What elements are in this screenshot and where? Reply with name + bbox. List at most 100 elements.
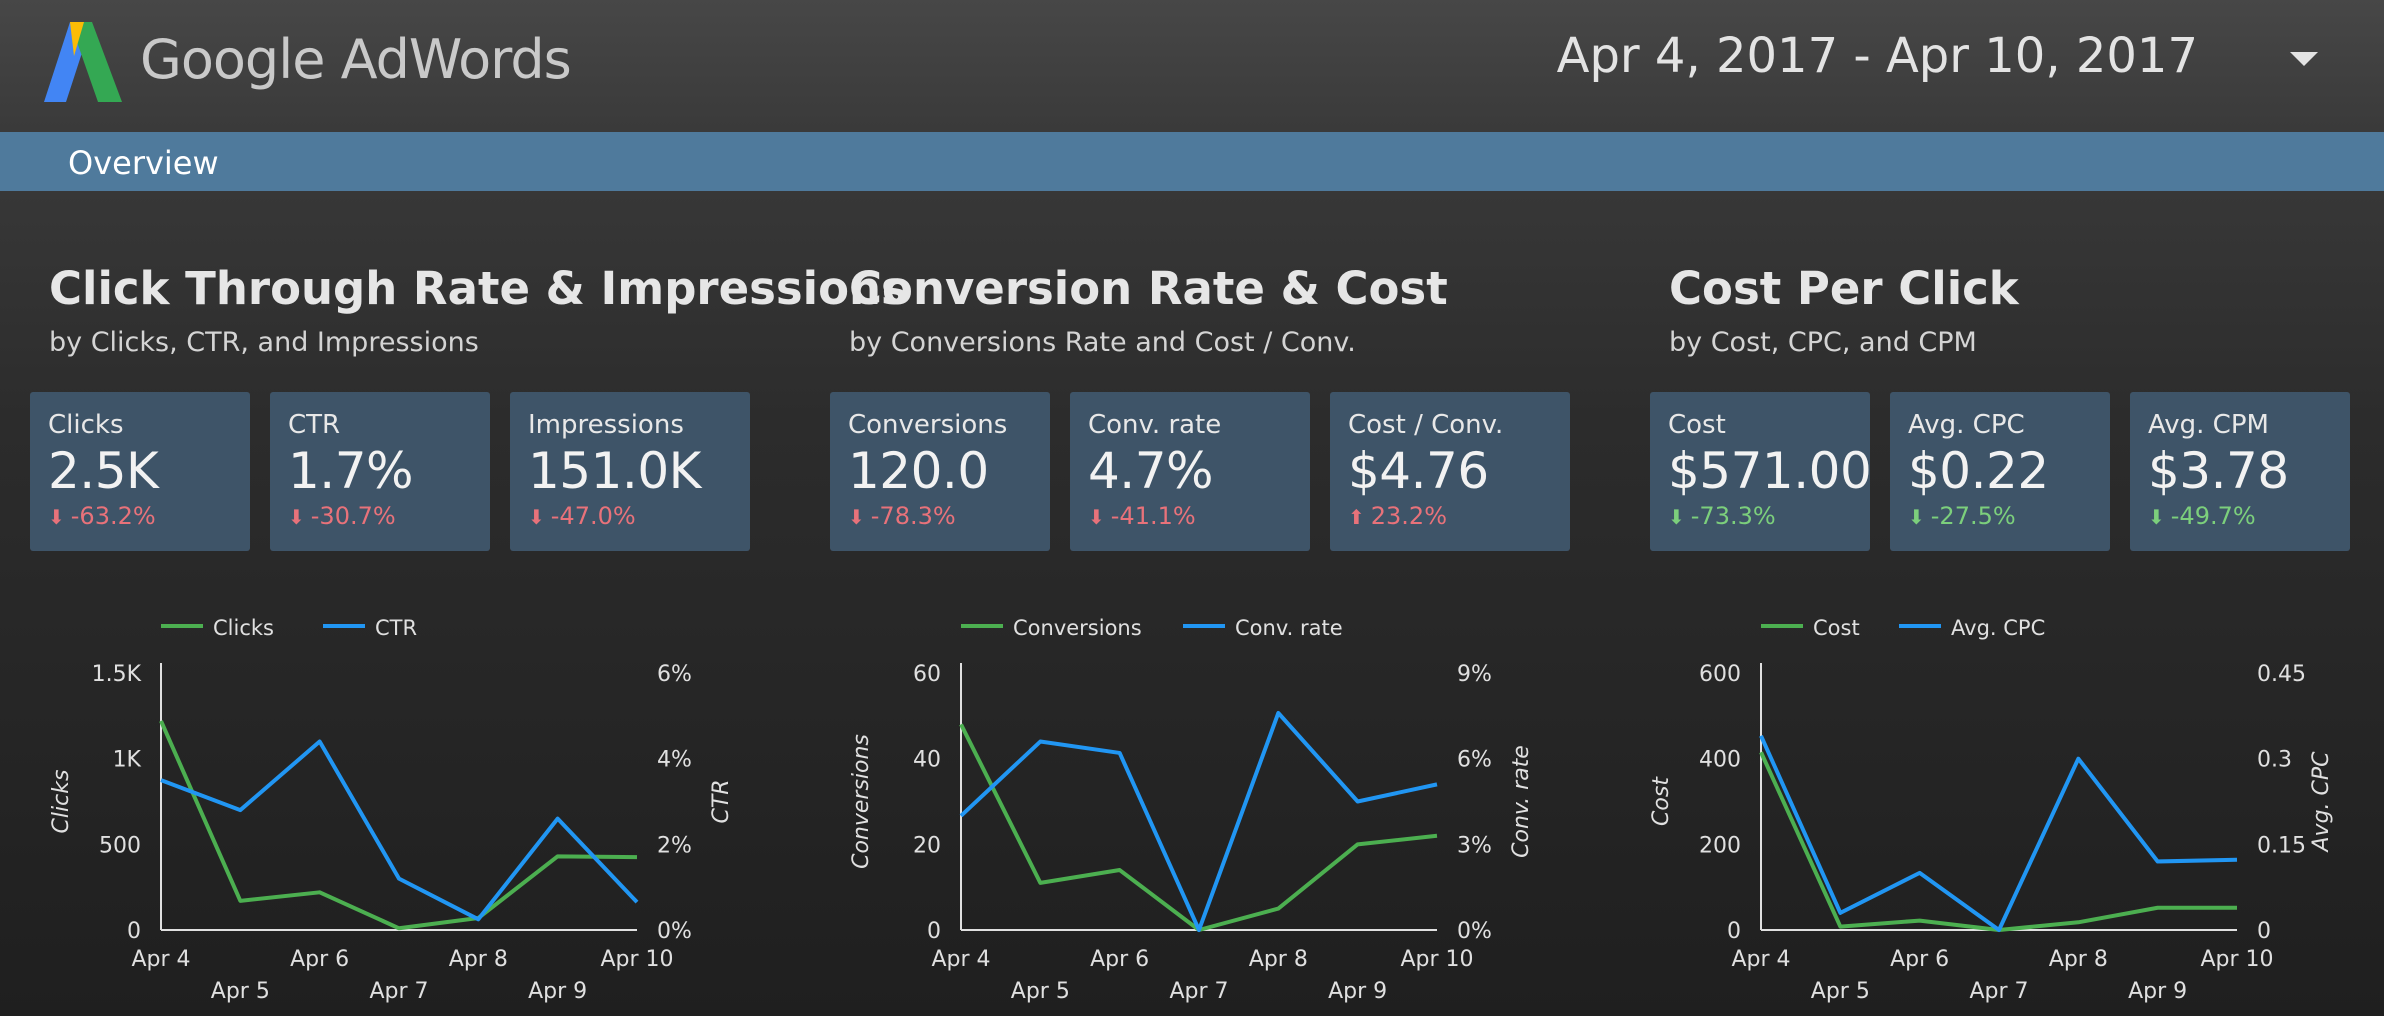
scorecard-avg-cpc[interactable]: Avg. CPC $0.22 ⬇ -27.5% (1890, 392, 2110, 551)
scorecard-value: 4.7% (1088, 442, 1214, 500)
scorecard-label: Conv. rate (1088, 410, 1222, 440)
y2-tick-label: 9% (1457, 662, 1492, 687)
y2-tick-label: 0% (1457, 919, 1492, 944)
adwords-logo-icon (44, 22, 122, 102)
x-tick-label: Apr 5 (211, 979, 270, 1004)
scorecard-clicks[interactable]: Clicks 2.5K ⬇ -63.2% (30, 392, 250, 551)
series-line-ctr (160, 739, 639, 922)
y2-tick-label: 0 (2257, 919, 2271, 944)
y2-tick-label: 6% (1457, 748, 1492, 773)
y-axis-title: Conversions (849, 734, 874, 869)
change-value: -73.3% (1690, 502, 1776, 530)
legend-label: CTR (375, 616, 417, 640)
legend-label: Conv. rate (1235, 616, 1343, 640)
scorecard-avg-cpm[interactable]: Avg. CPM $3.78 ⬇ -49.7% (2130, 392, 2350, 551)
scorecard-change: ⬇ -41.1% (1088, 502, 1310, 530)
y2-tick-label: 0% (657, 919, 692, 944)
x-tick-label: Apr 9 (1328, 979, 1387, 1004)
scorecard-conversions[interactable]: Conversions 120.0 ⬇ -78.3% (830, 392, 1050, 551)
arrow-down-icon: ⬇ (848, 505, 865, 529)
series-line-conversions (959, 723, 1438, 932)
x-tick-label: Apr 5 (1811, 979, 1870, 1004)
chart-conversions-conv-rate[interactable]: Conversions Conv. rate 0 20 40 60 0% 3% 6% 9% Conv… (800, 590, 1534, 1016)
y2-tick-label: 0.3 (2257, 748, 2292, 773)
scorecard-value: $4.76 (1348, 442, 1489, 500)
y2-tick-label: 4% (657, 748, 692, 773)
scorecard-label: Conversions (848, 410, 1008, 440)
section-conversion-cost: Conversion Rate & Cost by Conversions Ra… (849, 262, 1448, 358)
change-value: -30.7% (310, 502, 396, 530)
arrow-down-icon: ⬇ (2148, 505, 2165, 529)
scorecard-label: Avg. CPM (2148, 410, 2269, 440)
section-subtitle: by Conversions Rate and Cost / Conv. (849, 327, 1356, 358)
scorecard-conv-rate[interactable]: Conv. rate 4.7% ⬇ -41.1% (1070, 392, 1310, 551)
section-title: Conversion Rate & Cost (849, 262, 1448, 315)
x-tick-label: Apr 7 (1169, 979, 1228, 1004)
section-subtitle: by Cost, CPC, and CPM (1669, 327, 1977, 358)
arrow-down-icon: ⬇ (1088, 505, 1105, 529)
tab-overview[interactable]: Overview (68, 144, 219, 182)
x-tick-label: Apr 5 (1011, 979, 1070, 1004)
y-axis-title: Cost (1649, 776, 1674, 826)
y2-axis-title: CTR (709, 779, 734, 823)
scorecard-value: $571.00 (1668, 442, 1872, 500)
scorecard-value: 151.0K (528, 442, 701, 500)
series-line-avg-cpc (1759, 735, 2238, 932)
scorecard-value: 1.7% (288, 442, 414, 500)
series-line-cost (1759, 751, 2237, 932)
y-tick-label: 600 (1699, 662, 1741, 687)
y-tick-label: 500 (99, 833, 141, 858)
arrow-up-icon: ⬆ (1348, 505, 1365, 529)
x-tick-label: Apr 4 (1731, 947, 1790, 972)
y-tick-label: 40 (913, 748, 941, 773)
scorecard-label: Impressions (528, 410, 684, 440)
scorecard-ctr[interactable]: CTR 1.7% ⬇ -30.7% (270, 392, 490, 551)
arrow-down-icon: ⬇ (48, 505, 65, 529)
x-tick-label: Apr 7 (1969, 979, 2028, 1004)
y-tick-label: 20 (913, 833, 941, 858)
scorecard-value: $0.22 (1908, 442, 2049, 500)
section-subtitle: by Clicks, CTR, and Impressions (49, 327, 479, 358)
x-tick-label: Apr 4 (131, 947, 190, 972)
legend-label: Conversions (1013, 616, 1142, 640)
date-range-selector[interactable]: Apr 4, 2017 - Apr 10, 2017 (1556, 28, 2198, 84)
x-tick-label: Apr 6 (1090, 947, 1149, 972)
scorecard-value: 120.0 (848, 442, 989, 500)
change-value: -27.5% (1930, 502, 2016, 530)
legend-label: Clicks (213, 616, 274, 640)
x-tick-label: Apr 8 (1249, 947, 1308, 972)
scorecard-cost-per-conv[interactable]: Cost / Conv. $4.76 ⬆ 23.2% (1330, 392, 1570, 551)
y-tick-label: 1K (113, 748, 142, 773)
x-tick-label: Apr 6 (290, 947, 349, 972)
brand-name: Google AdWords (140, 28, 572, 91)
change-value: -78.3% (870, 502, 956, 530)
scorecard-change: ⬇ -63.2% (48, 502, 250, 530)
arrow-down-icon: ⬇ (1668, 505, 1685, 529)
scorecard-change: ⬇ -27.5% (1908, 502, 2110, 530)
x-tick-label: Apr 10 (2200, 947, 2273, 972)
change-value: -63.2% (70, 502, 156, 530)
y2-tick-label: 0.15 (2257, 833, 2306, 858)
scorecard-value: 2.5K (48, 442, 159, 500)
y-tick-label: 0 (927, 919, 941, 944)
scorecard-change: ⬇ -78.3% (848, 502, 1050, 530)
series-line-conv-rate (959, 710, 1438, 932)
y-tick-label: 200 (1699, 833, 1741, 858)
scorecard-cost[interactable]: Cost $571.00 ⬇ -73.3% (1650, 392, 1872, 551)
legend-label: Avg. CPC (1951, 616, 2045, 640)
series-line-clicks (159, 720, 638, 931)
scorecard-impressions[interactable]: Impressions 151.0K ⬇ -47.0% (510, 392, 750, 551)
caret-down-icon[interactable] (2290, 52, 2318, 66)
section-title: Click Through Rate & Impressions (49, 262, 908, 315)
scorecard-value: $3.78 (2148, 442, 2289, 500)
chart-clicks-ctr[interactable]: Clicks CTR 0 500 1K 1.5K 0% 2% 4% 6% Clicks CTR Apr … (0, 590, 734, 1016)
y-tick-label: 0 (127, 919, 141, 944)
change-value: -41.1% (1110, 502, 1196, 530)
chart-cost-avg-cpc[interactable]: Cost Avg. CPC 0 200 400 600 0 0.15 0.3 0.45 Cost Av… (1600, 590, 2334, 1016)
arrow-down-icon: ⬇ (288, 505, 305, 529)
y-tick-label: 1.5K (92, 662, 142, 687)
y2-tick-label: 6% (657, 662, 692, 687)
x-tick-label: Apr 7 (369, 979, 428, 1004)
y2-axis-title: Avg. CPC (2309, 751, 2334, 854)
scorecard-label: Cost (1668, 410, 1726, 440)
